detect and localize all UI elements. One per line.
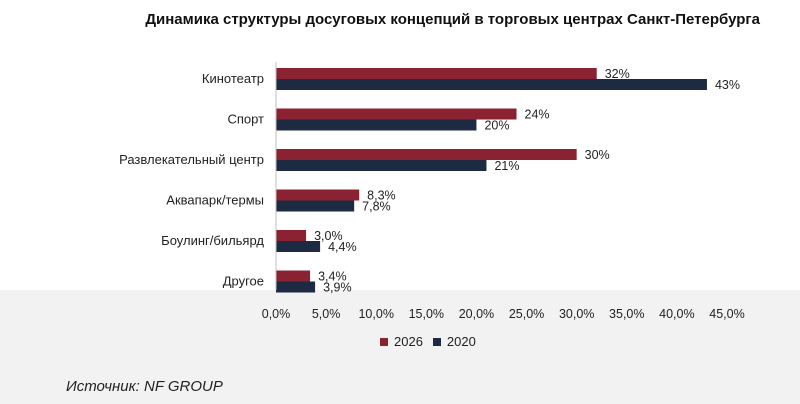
- legend-label-2026: 2026: [394, 334, 423, 349]
- bar-2020: [276, 119, 477, 131]
- data-label-2020: 3,9%: [323, 281, 352, 295]
- data-label-2020: 43%: [715, 78, 740, 92]
- category-label: Спорт: [227, 112, 264, 127]
- data-label-2026: 8,3%: [367, 189, 396, 203]
- bar-2026: [276, 108, 517, 120]
- legend: 2026 2020: [380, 334, 486, 349]
- bottom-background: [0, 290, 800, 404]
- bar-2020: [276, 200, 355, 212]
- bar-2020: [276, 241, 321, 252]
- data-label-2026: 3,0%: [314, 229, 343, 243]
- bar-2020: [276, 160, 487, 171]
- bar-2026: [276, 230, 307, 241]
- category-label: Аквапарк/термы: [166, 193, 264, 208]
- x-tick-label: 0,0%: [262, 307, 291, 321]
- x-tick-label: 45,0%: [709, 307, 744, 321]
- x-tick-label: 20,0%: [459, 307, 494, 321]
- category-label: Кинотеатр: [202, 71, 264, 86]
- data-label-2026: 30%: [585, 148, 610, 162]
- x-tick-label: 10,0%: [358, 307, 393, 321]
- data-label-2020: 4,4%: [328, 240, 357, 254]
- source-note: Источник: NF GROUP: [66, 378, 223, 395]
- x-tick-label: 40,0%: [659, 307, 694, 321]
- category-label: Другое: [223, 274, 264, 289]
- bar-2020: [276, 79, 707, 90]
- bar-2026: [276, 149, 577, 160]
- category-label: Боулинг/бильярд: [161, 233, 264, 248]
- legend-item-2020: 2020: [432, 334, 476, 349]
- bar-2026: [276, 270, 311, 282]
- bar-2026: [276, 68, 597, 79]
- data-label-2026: 3,4%: [318, 270, 347, 284]
- data-label-2026: 24%: [525, 108, 550, 122]
- bar-2026: [276, 189, 360, 201]
- data-label-2026: 32%: [605, 67, 630, 81]
- x-tick-label: 15,0%: [409, 307, 444, 321]
- x-tick-label: 30,0%: [559, 307, 594, 321]
- category-label: Развлекательный центр: [119, 152, 264, 167]
- legend-label-2020: 2020: [446, 334, 476, 349]
- data-label-2020: 21%: [494, 159, 519, 173]
- x-tick-label: 35,0%: [609, 307, 644, 321]
- data-label-2020: 7,8%: [362, 200, 391, 214]
- legend-swatch-2026: [380, 337, 388, 346]
- bar-2020: [276, 281, 316, 293]
- legend-item-2026: 2026: [380, 334, 423, 349]
- chart-title: Динамика структуры досуговых концепций в…: [145, 11, 760, 28]
- x-tick-label: 5,0%: [312, 307, 341, 321]
- x-tick-label: 25,0%: [509, 307, 544, 321]
- legend-swatch-2020: [432, 337, 441, 346]
- data-label-2020: 20%: [484, 119, 509, 133]
